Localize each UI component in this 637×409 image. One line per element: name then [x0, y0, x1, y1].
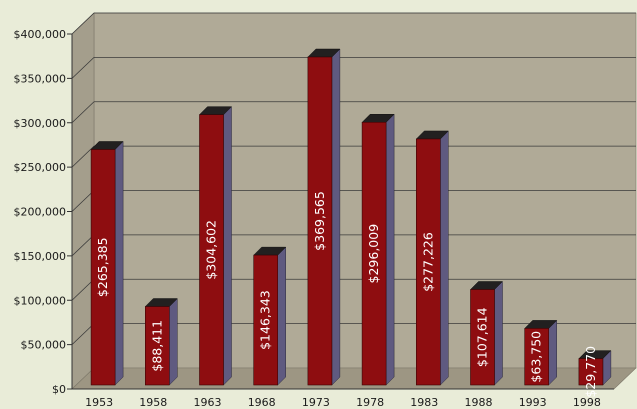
bar-side	[277, 246, 286, 386]
y-axis-tick-labels: $0 $50,000 $100,000 $150,000 $200,000 $250,00…	[14, 28, 67, 396]
bar	[307, 48, 341, 386]
x-axis-tick-labels: 1953 1958 1963 1968 1973 1978 1983 1988 1993 1998	[85, 396, 601, 409]
bar	[578, 349, 612, 386]
bar-side	[494, 280, 503, 386]
bar-front	[90, 149, 116, 386]
gridline-depth	[71, 57, 95, 79]
bars: $265,385 $88,411 $304,602 $146,343 $369,565 $…	[90, 48, 612, 398]
bar-front	[145, 306, 170, 386]
bar	[90, 140, 124, 386]
bar-side	[114, 140, 124, 386]
x-tick-label: 1993	[519, 396, 547, 409]
bar-value-label: $296,009	[366, 224, 381, 284]
bar-side	[440, 130, 449, 386]
bar	[253, 246, 287, 386]
gridline-depth	[71, 145, 95, 168]
bar-side	[385, 113, 395, 386]
x-tick-label: 1953	[85, 396, 113, 409]
bar	[524, 319, 558, 386]
x-tick-label: 1973	[302, 396, 330, 409]
bar	[198, 106, 233, 386]
axes	[67, 33, 614, 390]
bar-side	[548, 319, 557, 386]
y-tick-label: $150,000	[14, 250, 67, 263]
bar-value-label: $88,411	[149, 320, 164, 372]
y-tick-label: $50,000	[21, 339, 67, 352]
bar	[144, 297, 178, 386]
gridline-depth	[71, 234, 95, 257]
bar-front	[415, 138, 441, 386]
bar-value-label: $369,565	[312, 191, 327, 251]
gridline-depth	[71, 12, 95, 35]
bar-front	[253, 254, 278, 386]
gridline-depth	[71, 278, 95, 301]
bar-value-label: $146,343	[258, 290, 273, 350]
bar-value-label: $265,385	[95, 237, 110, 297]
bar-front	[524, 328, 550, 386]
gridline-depth	[71, 190, 95, 212]
bar-value-label: $277,226	[420, 232, 435, 292]
y-tick-label: $200,000	[14, 206, 67, 219]
bar-side	[223, 106, 232, 386]
bar	[469, 280, 504, 386]
bar	[361, 113, 395, 386]
x-tick-label: 1983	[410, 396, 438, 409]
x-tick-label: 1968	[248, 396, 276, 409]
x-tick-label: 1958	[139, 396, 167, 409]
y-tick-label: $350,000	[14, 72, 67, 85]
y-tick-label: $0	[52, 383, 66, 396]
bar-value-label: $29,770	[583, 346, 598, 398]
bar-front	[199, 114, 224, 386]
bar-side	[169, 297, 178, 386]
gridline-depth	[71, 323, 95, 345]
bar-front	[307, 56, 333, 386]
x-tick-label: 1978	[356, 396, 384, 409]
x-tick-label: 1988	[465, 396, 493, 409]
bar-side	[331, 48, 341, 386]
y-tick-label: $250,000	[14, 161, 67, 174]
bar-front	[361, 121, 387, 386]
y-tick-label: $300,000	[14, 117, 67, 130]
bar-front	[578, 358, 604, 386]
x-tick-label: 1998	[573, 396, 601, 409]
bar	[415, 130, 449, 386]
bar-value-label: $304,602	[204, 220, 219, 280]
gridline-depth	[71, 101, 95, 124]
bar-value-label: $107,614	[475, 307, 490, 367]
bar-front	[470, 289, 495, 386]
y-tick-label: $100,000	[14, 294, 67, 307]
bar-value-label: $63,750	[529, 331, 544, 383]
x-tick-label: 1963	[194, 396, 222, 409]
y-tick-label: $400,000	[14, 28, 67, 41]
